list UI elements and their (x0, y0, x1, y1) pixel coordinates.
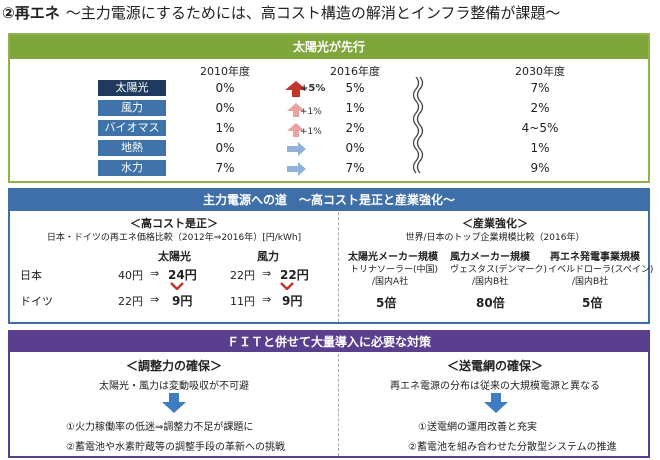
row-label: 地熱 (98, 140, 166, 156)
value-2010: 0% (215, 81, 235, 95)
industry-col-wind-head: 風力メーカー規模 (450, 252, 530, 263)
country-germany: ドイツ (20, 295, 53, 308)
industry-title: ＜産業強化＞ (462, 217, 528, 230)
value-2030: 1% (530, 141, 550, 155)
cost-note: 日本・ドイツの再エネ価格比較（2012年⇒2016年）[円/kWh] (46, 233, 302, 243)
down-chevron-icon (170, 282, 184, 290)
column-divider (338, 212, 339, 322)
value-2010: 7% (215, 161, 235, 175)
industry-col-power-line1: イベルドローラ(スペイン) (548, 265, 654, 275)
column-divider (338, 354, 339, 456)
wind-from: 22円 (230, 269, 255, 282)
delta: +1% (300, 107, 322, 117)
delta: +1% (300, 127, 322, 137)
value-2016: 7% (345, 161, 365, 175)
solar-from: 40円 (118, 269, 143, 282)
energy-row-solar: 太陽光 0% +5% 5% 7% (10, 79, 648, 98)
cost-title: ＜高コスト是正＞ (130, 217, 218, 230)
grid-title: ＜送電網の確保＞ (446, 359, 543, 373)
energy-row-biomass: バイオマス 1% +1% 2% 4~5% (10, 119, 648, 138)
industry-col-wind-line1: ヴェスタス(デンマーク) (450, 265, 548, 275)
solar-to: 9円 (172, 294, 193, 308)
value-2030: 9% (530, 161, 550, 175)
right-arrow-icon (287, 142, 306, 156)
value-2016: 0% (345, 141, 365, 155)
year-2030: 2030年度 (515, 65, 565, 78)
industry-col-wind-line2: /国内B社 (472, 277, 509, 287)
wind-to: 9円 (282, 294, 303, 308)
adjust-lead: 太陽光・風力は変動吸収が不可避 (99, 381, 249, 392)
industry-col-power-line2: /国内B社 (572, 277, 609, 287)
down-arrow-icon (484, 393, 508, 413)
industry-col-solar-head: 太陽光メーカー規模 (348, 252, 438, 263)
energy-row-hydro: 水力 7% 7% 9% (10, 159, 648, 178)
page-title: ②再エネ ～主力電源にするためには、高コスト構造の解消とインフラ整備が課題～ (2, 2, 560, 23)
industry-col-solar-line1: トリナソーラー(中国) (350, 265, 439, 275)
wind-from: 11円 (230, 295, 255, 308)
fit-section: ＦＩＴと併せて大量導入に必要な対策 ＜調整力の確保＞ 太陽光・風力は変動吸収が不… (8, 330, 650, 458)
solar-from: 22円 (118, 295, 143, 308)
value-2010: 0% (215, 141, 235, 155)
section-number: ② (2, 4, 15, 22)
value-2016: 1% (345, 101, 365, 115)
time-gap-wavy-divider (413, 77, 424, 174)
value-2030: 7% (530, 81, 550, 95)
value-2016: 5% (345, 81, 365, 95)
energy-row-geothermal: 地熱 0% 0% 1% (10, 139, 648, 158)
down-arrow-icon (162, 393, 186, 413)
year-2010: 2010年度 (200, 65, 250, 78)
grid-item-2: ②蓄電池を組み合わせた分散型システムの推進 (408, 442, 617, 453)
right-arrow-icon (287, 162, 306, 176)
adjust-item-2: ②蓄電池や水素貯蔵等の調整手段の革新への挑戦 (66, 442, 285, 453)
value-2010: 0% (215, 101, 235, 115)
arrow: ⇒ (262, 293, 272, 306)
arrow: ⇒ (262, 267, 272, 280)
section-subtitle: ～主力電源にするためには、高コスト構造の解消とインフラ整備が課題～ (65, 4, 561, 22)
grid-item-1: ①送電網の運用改善と充実 (418, 422, 537, 433)
row-label: 太陽光 (98, 80, 166, 96)
wind-to: 22円 (280, 268, 309, 282)
arrow: ⇒ (150, 267, 160, 280)
industry-col-solar-ratio: 5倍 (376, 296, 397, 310)
row-label: バイオマス (98, 120, 166, 136)
road-section: 主力電源への道 ～高コスト是正と産業強化～ ＜高コスト是正＞ 日本・ドイツの再エ… (8, 188, 654, 324)
value-2010: 1% (215, 121, 235, 135)
solar-section: 太陽光が先行 2010年度 2016年度 2030年度 太陽光 0% +5% 5… (8, 33, 650, 183)
solar-to: 24円 (168, 268, 197, 282)
section-title: 再エネ (14, 4, 60, 22)
value-2016: 2% (345, 121, 365, 135)
up-small-arrow-icon (287, 123, 305, 137)
road-section-title: 主力電源への道 ～高コスト是正と産業強化～ (10, 190, 648, 211)
energy-row-wind: 風力 0% +1% 1% 2% (10, 99, 648, 118)
year-2016: 2016年度 (330, 65, 380, 78)
adjust-item-1: ①火力稼働率の低迷⇒調整力不足が課題に (66, 422, 254, 433)
col-wind: 風力 (257, 250, 279, 263)
col-solar: 太陽光 (158, 250, 191, 263)
arrow: ⇒ (150, 293, 160, 306)
grid-lead: 再エネ電源の分布は従来の大規模電源と異なる (390, 381, 600, 392)
up-small-arrow-icon (287, 103, 305, 117)
fit-section-title: ＦＩＴと併せて大量導入に必要な対策 (10, 332, 648, 352)
industry-note: 世界/日本のトップ企業規模比較（2016年） (405, 233, 585, 243)
industry-col-wind-ratio: 80倍 (476, 296, 505, 310)
down-chevron-icon (280, 282, 294, 290)
up-arrow-icon (285, 81, 307, 97)
row-label: 水力 (98, 160, 166, 176)
value-2030: 2% (530, 101, 550, 115)
row-label: 風力 (98, 100, 166, 116)
industry-col-power-head: 再エネ発電事業規模 (550, 252, 640, 263)
adjust-title: ＜調整力の確保＞ (125, 359, 222, 373)
value-2030: 4~5% (521, 121, 559, 135)
delta: +5% (300, 83, 326, 94)
country-japan: 日本 (20, 269, 42, 282)
industry-col-solar-line2: /国内A社 (372, 277, 409, 287)
industry-col-power-ratio: 5倍 (582, 296, 603, 310)
solar-section-title: 太陽光が先行 (10, 35, 648, 59)
